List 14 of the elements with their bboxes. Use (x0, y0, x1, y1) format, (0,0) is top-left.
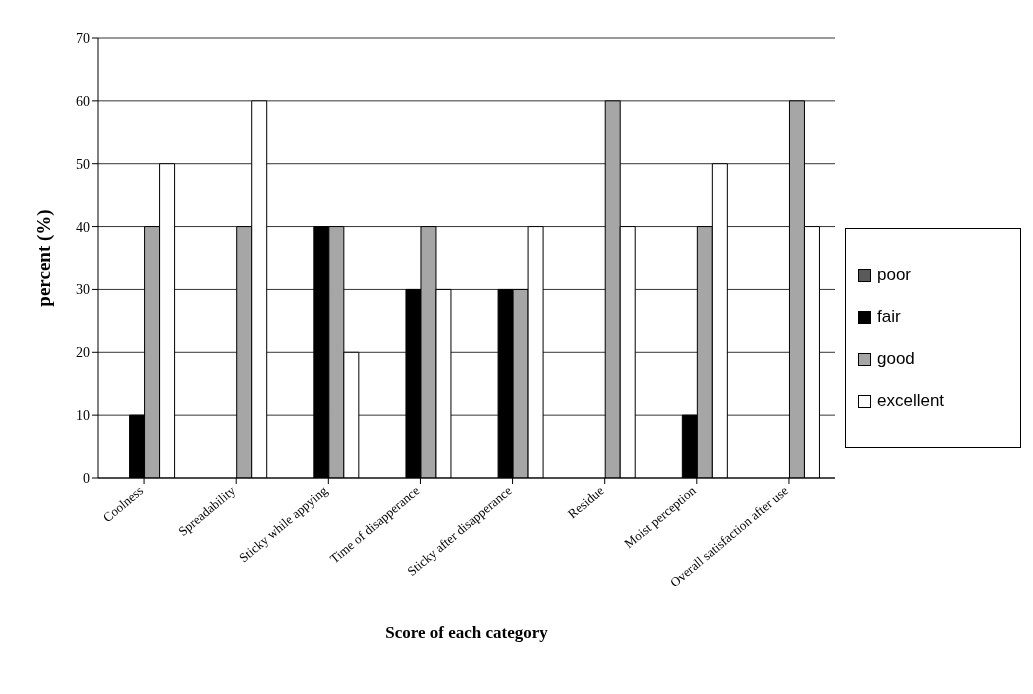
y-tick-label: 40 (76, 219, 90, 235)
legend-label: excellent (876, 391, 946, 411)
legend-label: poor (876, 265, 913, 285)
y-tick-label: 70 (76, 30, 90, 46)
legend-label: fair (876, 307, 902, 327)
y-tick-label: 60 (76, 93, 90, 109)
y-tick-label: 0 (83, 470, 90, 486)
x-axis-title: Score of each category (385, 623, 549, 642)
legend-label: good (876, 349, 916, 369)
y-tick-label: 50 (76, 156, 90, 172)
y-axis-title: percent (%) (32, 209, 55, 307)
y-tick-label: 10 (76, 408, 90, 424)
y-tick-label: 20 (76, 345, 90, 361)
y-tick-label: 30 (76, 282, 90, 298)
